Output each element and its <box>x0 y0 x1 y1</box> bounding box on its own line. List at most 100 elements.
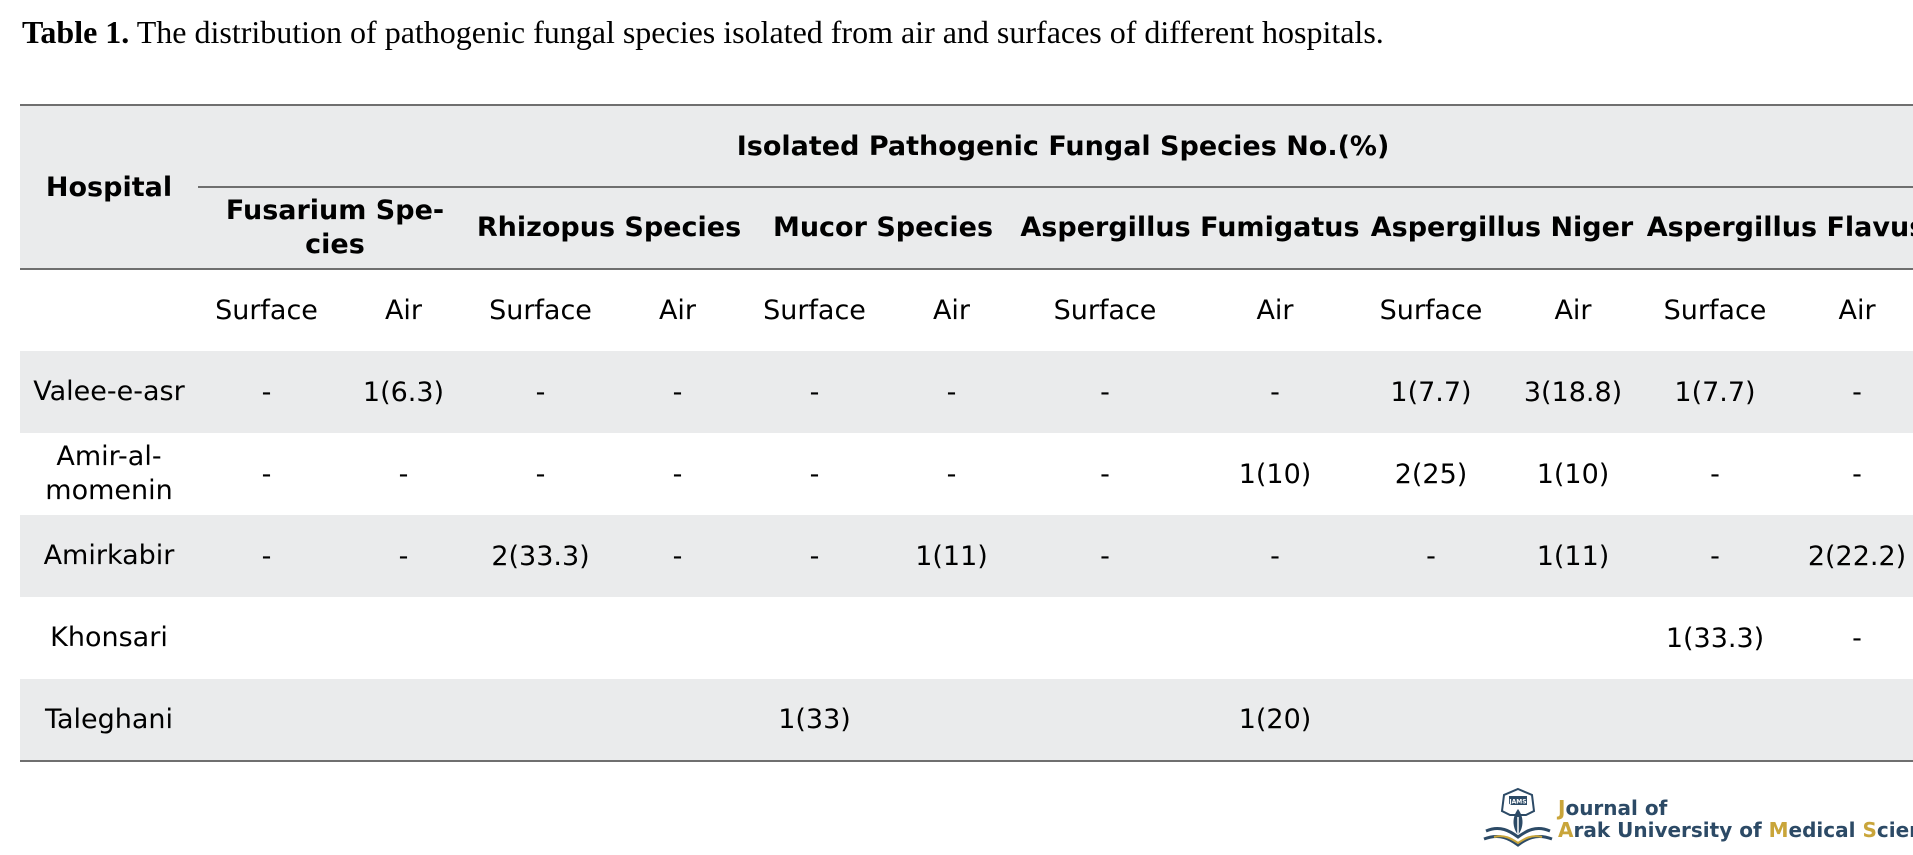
table-cell: - <box>672 376 683 408</box>
university-emblem-icon: JAMS <box>1483 787 1553 847</box>
table-cell <box>1644 679 1786 761</box>
table-cell: 1(33.3) <box>1665 622 1765 654</box>
table-cell: - <box>1852 458 1862 490</box>
table-cell <box>1020 679 1190 761</box>
table-cell <box>198 597 335 679</box>
table-cell: 2(25) <box>1394 458 1468 490</box>
table-cell: - <box>1270 376 1280 408</box>
subheader-air: Air <box>384 295 423 326</box>
table-cell: 1(6.3) <box>362 376 445 408</box>
table-cell: - <box>672 540 683 572</box>
table-cell: 1(20) <box>1238 704 1312 735</box>
table-cell: - <box>261 376 272 408</box>
table-cell: 1(7.7) <box>1390 376 1472 408</box>
table-cell: 1(7.7) <box>1674 376 1756 408</box>
table-cell: 1(33) <box>778 704 851 735</box>
table-cell <box>335 679 472 761</box>
table-cell: - <box>261 458 272 490</box>
hospital-name: Amir-al-momenin <box>45 441 173 506</box>
table-cell: - <box>1852 376 1862 408</box>
table-cell <box>1020 597 1190 679</box>
table-cell <box>609 679 746 761</box>
table-cell: - <box>1710 540 1720 572</box>
subheader-air: Air <box>1554 295 1592 326</box>
table-cell <box>1786 679 1913 761</box>
table-row: Khonsari 1(33.3) - <box>20 597 1913 679</box>
table-subheader-row: Surface Air Surface Air Surface Air Surf… <box>20 269 1913 351</box>
table-cell: - <box>946 376 957 408</box>
table-cell <box>472 679 609 761</box>
table-cell <box>1190 597 1360 679</box>
species-header-aspergillus-flavus: Aspergillus Flavus <box>1646 212 1913 243</box>
table-cell: 3(18.8) <box>1523 376 1623 408</box>
table-cell: - <box>809 540 820 572</box>
table-cell: 1(11) <box>1536 540 1610 572</box>
table-cell <box>1360 679 1502 761</box>
table-cell: - <box>261 540 272 572</box>
table-header-species-row: Fusarium Spe-cies Rhizopus Species Mucor… <box>20 187 1913 269</box>
table-cell <box>1502 679 1644 761</box>
table-cell <box>883 679 1020 761</box>
species-header-rhizopus: Rhizopus Species <box>476 212 742 243</box>
subheader-air: Air <box>1256 295 1294 326</box>
hospital-name: Amirkabir <box>43 540 175 571</box>
table-cell <box>883 597 1020 679</box>
hospital-header: Hospital <box>45 171 173 203</box>
table-cell: - <box>1270 540 1280 572</box>
subheader-empty-cell <box>20 269 198 351</box>
subheader-air: Air <box>1838 295 1876 326</box>
table-cell: - <box>1100 540 1110 572</box>
subheader-air: Air <box>658 295 697 326</box>
table-cell: 2(22.2) <box>1807 540 1907 572</box>
fungal-species-table: Hospital Isolated Pathogenic Fungal Spec… <box>20 104 1913 762</box>
table-row: Valee-e-asr - 1(6.3) - - - - - - 1(7.7) … <box>20 351 1913 433</box>
table-cell <box>335 597 472 679</box>
table-cell: 1(10) <box>1238 458 1312 490</box>
table-cell: - <box>1100 458 1110 490</box>
journal-name-line2: Arak University of Medical Sciences <box>1558 818 1913 842</box>
table-cell: - <box>535 376 546 408</box>
species-group-header: Isolated Pathogenic Fungal Species No.(%… <box>198 105 1913 188</box>
table-cell: - <box>398 458 409 490</box>
table-cell: - <box>809 376 820 408</box>
hospital-name: Valee-e-asr <box>33 376 185 407</box>
subheader-surface: Surface <box>215 295 318 326</box>
species-header-aspergillus-fumigatus: Aspergillus Fumigatus <box>1020 212 1360 243</box>
table-cell <box>609 597 746 679</box>
table-row: Amirkabir - - 2(33.3) - - 1(11) - - - 1(… <box>20 515 1913 597</box>
subheader-surface: Surface <box>489 295 592 326</box>
table-cell: - <box>398 540 409 572</box>
subheader-surface: Surface <box>763 295 866 326</box>
subheader-surface: Surface <box>1053 295 1157 326</box>
species-header-mucor: Mucor Species <box>772 212 994 243</box>
hospital-name: Taleghani <box>44 703 174 735</box>
species-header-fusarium: Fusarium Spe-cies <box>225 195 445 260</box>
hospital-name: Khonsari <box>50 622 168 653</box>
subheader-surface: Surface <box>1663 295 1767 326</box>
table-cell: 2(33.3) <box>491 540 590 572</box>
table-cell: - <box>946 458 957 490</box>
table-cell: 1(10) <box>1536 458 1610 490</box>
emblem-initials: JAMS <box>1508 799 1526 806</box>
subheader-surface: Surface <box>1379 295 1483 326</box>
table-cell: - <box>672 458 683 490</box>
journal-name-line1: Journal of <box>1558 796 1668 820</box>
table-cell: - <box>535 458 546 490</box>
journal-name: Journal of Arak University of Medical Sc… <box>1558 797 1913 841</box>
table-cell: 1(11) <box>915 540 988 572</box>
table-caption-text: The distribution of pathogenic fungal sp… <box>136 14 1384 50</box>
table-caption: Table 1. The distribution of pathogenic … <box>22 12 1882 52</box>
table-cell: - <box>809 458 820 490</box>
table-cell: - <box>1710 458 1720 490</box>
table-cell: - <box>1426 540 1436 572</box>
table-cell <box>1502 597 1644 679</box>
table-row: Amir-al-momenin - - - - - - - 1(10) 2(25… <box>20 433 1913 515</box>
table-cell <box>472 597 609 679</box>
table-cell: - <box>1100 376 1110 408</box>
table-cell <box>1360 597 1502 679</box>
species-header-aspergillus-niger: Aspergillus Niger <box>1370 212 1634 243</box>
table-header-group-row: Hospital Isolated Pathogenic Fungal Spec… <box>20 105 1913 203</box>
table-cell <box>198 679 335 761</box>
table-caption-label: Table 1. <box>22 14 130 50</box>
table-cell <box>746 597 883 679</box>
